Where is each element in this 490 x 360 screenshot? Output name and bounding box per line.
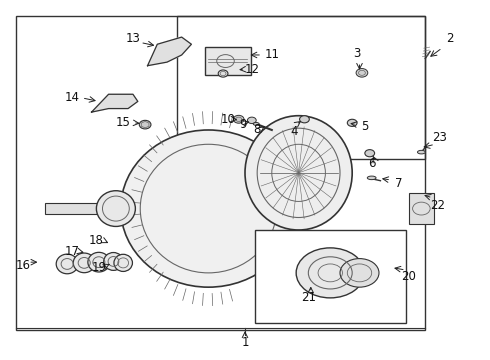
- Text: 5: 5: [361, 120, 368, 133]
- Circle shape: [299, 116, 309, 123]
- Text: 23: 23: [433, 131, 447, 144]
- Ellipse shape: [368, 176, 376, 180]
- Circle shape: [356, 68, 368, 77]
- Ellipse shape: [253, 122, 259, 125]
- Ellipse shape: [245, 116, 352, 230]
- Circle shape: [218, 70, 228, 77]
- Text: 20: 20: [401, 270, 416, 283]
- Circle shape: [139, 120, 151, 129]
- Text: 19: 19: [91, 261, 106, 274]
- Ellipse shape: [340, 258, 379, 287]
- Ellipse shape: [97, 191, 135, 226]
- Text: 8: 8: [253, 123, 261, 136]
- FancyBboxPatch shape: [177, 16, 425, 158]
- Text: 16: 16: [16, 259, 31, 272]
- Bar: [45, 203, 118, 214]
- Text: 13: 13: [125, 32, 140, 45]
- Ellipse shape: [417, 150, 425, 154]
- Circle shape: [347, 119, 357, 126]
- Text: 6: 6: [368, 157, 375, 170]
- Text: 18: 18: [89, 234, 104, 247]
- Ellipse shape: [114, 254, 132, 271]
- Ellipse shape: [73, 253, 95, 273]
- Text: 4: 4: [290, 125, 297, 138]
- Text: 3: 3: [353, 47, 361, 60]
- Text: 14: 14: [65, 91, 79, 104]
- FancyBboxPatch shape: [255, 230, 406, 323]
- Text: 17: 17: [65, 245, 79, 258]
- Polygon shape: [92, 94, 138, 112]
- Ellipse shape: [296, 248, 365, 298]
- Text: 11: 11: [264, 49, 279, 62]
- Text: 21: 21: [301, 291, 316, 305]
- FancyBboxPatch shape: [409, 193, 434, 224]
- Circle shape: [247, 117, 256, 123]
- Text: 12: 12: [245, 63, 260, 76]
- Circle shape: [365, 150, 374, 157]
- Circle shape: [233, 115, 244, 123]
- Text: 7: 7: [395, 177, 402, 190]
- Ellipse shape: [88, 252, 110, 272]
- Polygon shape: [147, 37, 192, 66]
- Text: 2: 2: [446, 32, 453, 45]
- Ellipse shape: [104, 252, 123, 270]
- Text: 15: 15: [116, 116, 131, 129]
- Text: 1: 1: [241, 336, 249, 349]
- Ellipse shape: [121, 130, 296, 287]
- Ellipse shape: [56, 254, 78, 274]
- Text: 10: 10: [220, 113, 235, 126]
- Text: 9: 9: [239, 118, 246, 131]
- FancyBboxPatch shape: [205, 47, 251, 75]
- Text: 22: 22: [430, 198, 445, 212]
